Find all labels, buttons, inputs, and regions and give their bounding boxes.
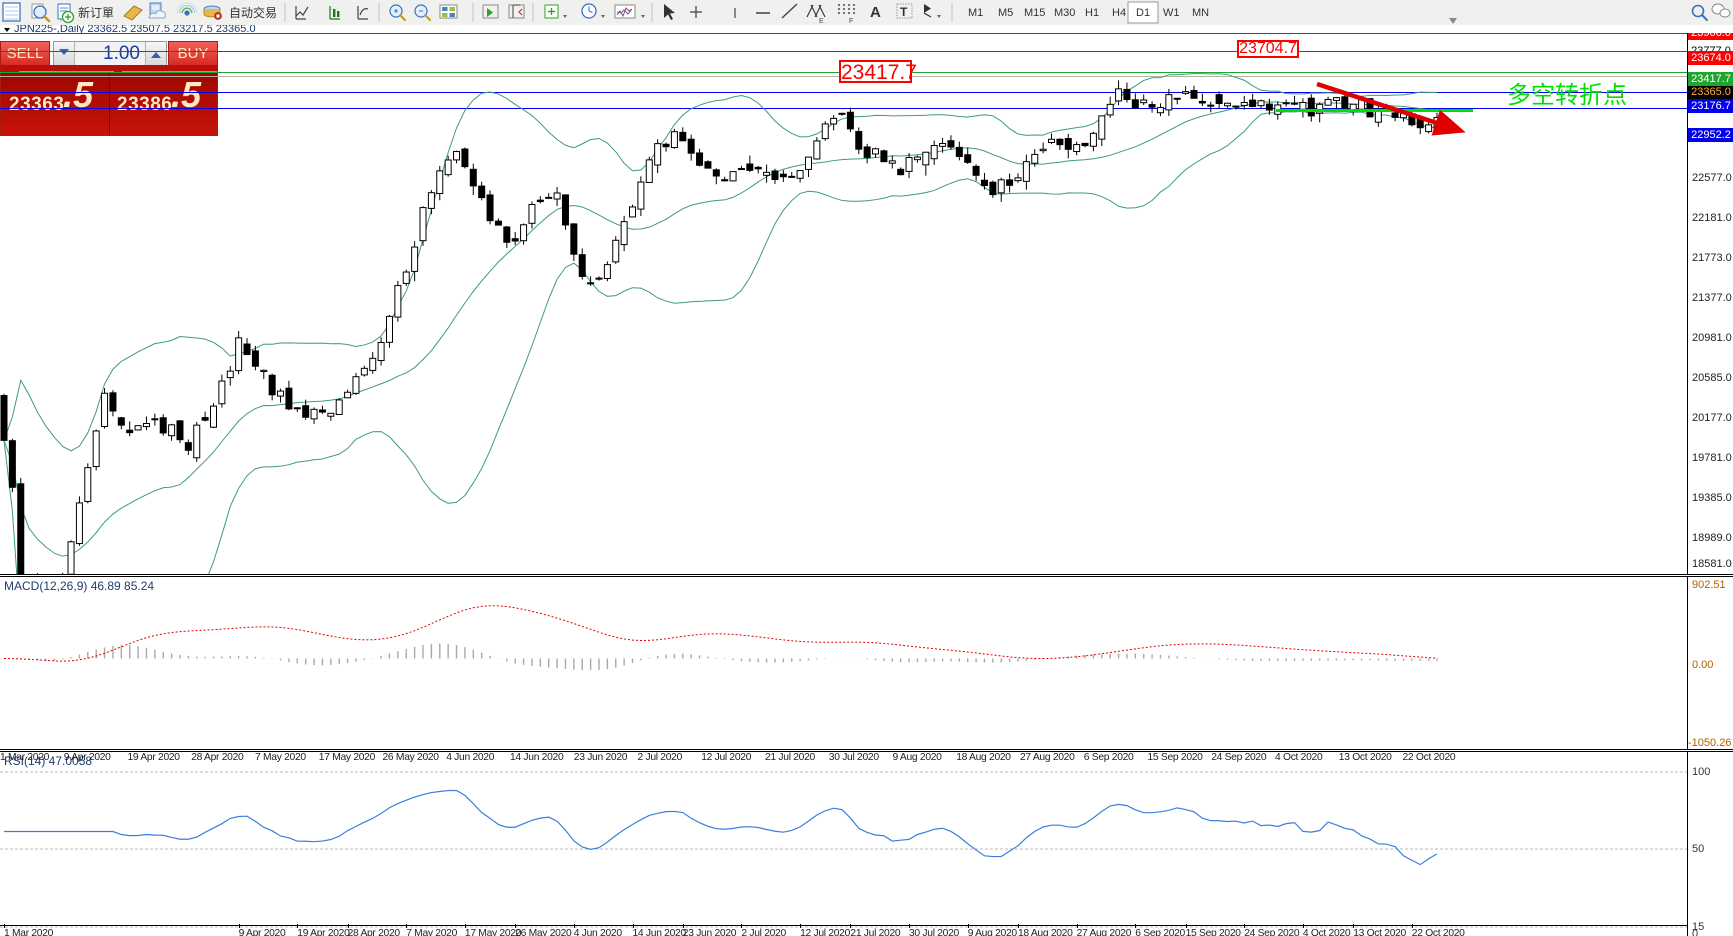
svg-text:JPN225-,Daily 23362.5 23507.5: JPN225-,Daily 23362.5 23507.5 23217.5 23… <box>14 25 256 33</box>
svg-text:D1: D1 <box>1136 7 1150 19</box>
svg-text:MN: MN <box>1192 7 1209 19</box>
svg-text:新订單: 新订單 <box>78 5 114 20</box>
svg-text:F: F <box>849 18 853 25</box>
svg-text:M15: M15 <box>1024 7 1045 19</box>
svg-text:M5: M5 <box>998 7 1013 19</box>
svg-text:W1: W1 <box>1163 7 1180 19</box>
svg-text:T: T <box>900 5 908 19</box>
svg-text:H4: H4 <box>1112 7 1126 19</box>
svg-text:自动交易: 自动交易 <box>229 5 277 20</box>
svg-text:H1: H1 <box>1085 7 1099 19</box>
svg-text:E: E <box>819 18 824 25</box>
svg-text:M30: M30 <box>1054 7 1075 19</box>
svg-text:M1: M1 <box>968 7 983 19</box>
svg-text:A: A <box>870 4 881 21</box>
